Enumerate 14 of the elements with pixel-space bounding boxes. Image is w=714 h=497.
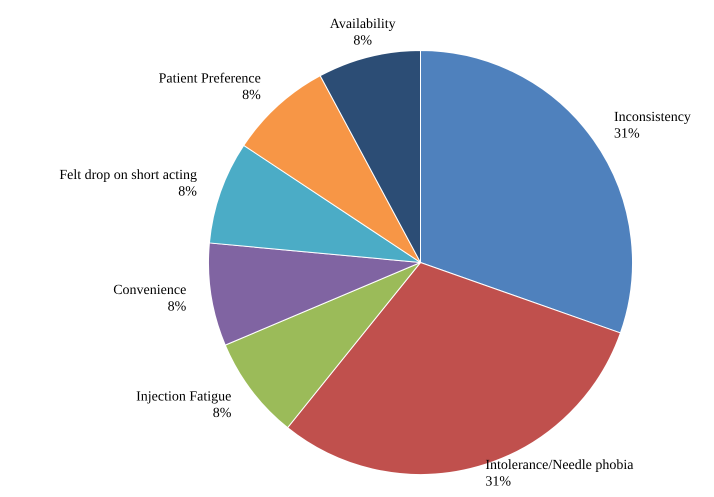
data-label: 31% — [485, 474, 512, 490]
slice-label: Availability — [330, 16, 396, 32]
data-label: 8% — [168, 300, 187, 315]
slice-label: Convenience — [113, 283, 186, 298]
slice-label: Inconsistency — [614, 110, 691, 125]
data-label: 31% — [614, 126, 640, 142]
slice-label: Injection Fatigue — [136, 390, 232, 405]
slice-label: Intolerance/Needle phobia — [485, 458, 634, 473]
data-label: 8% — [242, 88, 262, 104]
data-label: 8% — [212, 406, 232, 422]
data-label: 8% — [178, 184, 198, 200]
slice-label: Felt drop on short acting — [59, 168, 197, 183]
slice-label: Patient Preference — [158, 72, 261, 87]
data-label: 8% — [353, 33, 372, 48]
